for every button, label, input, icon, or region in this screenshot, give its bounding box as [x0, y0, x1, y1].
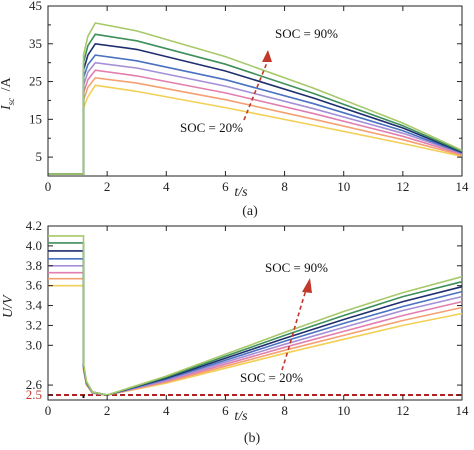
chart-b-xtick-label: 0 — [45, 403, 52, 418]
chart-b-xtick-label: 8 — [281, 403, 288, 418]
chart-a-xtick-label: 10 — [337, 179, 350, 194]
chart-b-annotation-soc20: SOC = 20% — [240, 370, 303, 385]
chart-b-xtick-label: 2 — [104, 403, 111, 418]
chart-a-xtick-label: 4 — [163, 179, 170, 194]
chart-a-ytick-label: 45 — [29, 0, 42, 13]
chart-b-series-group — [48, 235, 463, 400]
chart-b-ytick-label: 3.2 — [26, 317, 42, 332]
chart-b-xtick-label: 6 — [222, 403, 229, 418]
chart-a-series-group — [48, 22, 463, 175]
chart-a-xtick-label: 0 — [45, 179, 52, 194]
chart-b-arrowhead — [302, 278, 312, 293]
chart-b-panel-label: (b) — [244, 431, 261, 446]
chart-a-xtick-label: 2 — [104, 179, 111, 194]
chart-b-xlabel: t/s — [234, 409, 248, 424]
chart-a: 0 2 4 6 8 10 12 14 5 15 25 35 45 Iscmax /A t/s (a) S… — [0, 0, 469, 219]
chart-b-ytick-label: 3.8 — [26, 258, 42, 273]
chart-a-annotation-soc90: SOC = 90% — [275, 26, 338, 41]
chart-a-arrowhead — [262, 50, 272, 62]
chart-a-ytick-label: 35 — [29, 36, 42, 51]
chart-a-panel-label: (a) — [242, 204, 258, 219]
chart-a-ylabel: Iscmax /A — [0, 76, 16, 111]
chart-b-soc-arrow — [281, 289, 307, 371]
chart-b-ytick-label: 3.0 — [26, 337, 42, 352]
chart-b-xtick-label: 12 — [396, 403, 409, 418]
chart-b-frame — [47, 225, 463, 401]
chart-a-soc-arrow — [243, 59, 269, 121]
chart-b: 0 2 4 6 8 10 12 14 2.52.6 3.0 3.2 3.4 3.6 3.8 4.0 4.2 U… — [1, 218, 469, 446]
chart-b-series-soc90 — [48, 235, 463, 396]
chart-b-ylabel: U/V — [1, 294, 16, 318]
chart-a-frame — [47, 5, 463, 177]
chart-a-series-soc80 — [48, 33, 463, 175]
chart-a-xtick-label: 8 — [281, 179, 288, 194]
chart-a-series-soc70 — [48, 42, 463, 175]
chart-a-annotation-soc20: SOC = 20% — [180, 120, 243, 135]
chart-a-ytick-label: 25 — [29, 74, 42, 89]
chart-b-ytick-label: 4.0 — [26, 238, 42, 253]
chart-a-ytick-label: 5 — [36, 149, 43, 164]
chart-b-ticks: 0 2 4 6 8 10 12 14 2.52.6 3.0 3.2 3.4 3.6 3.8 4.0 4.2 — [26, 218, 469, 418]
chart-a-series-soc90 — [48, 22, 463, 175]
chart-a-xtick-label: 14 — [456, 179, 470, 194]
chart-b-xtick-label: 4 — [163, 403, 170, 418]
chart-a-xlabel: t/s — [234, 185, 248, 200]
chart-b-ytick-label: 2.5 — [26, 387, 42, 402]
chart-b-annotation-soc90: SOC = 90% — [265, 260, 328, 275]
chart-b-xtick-label: 10 — [337, 403, 350, 418]
chart-a-xtick-label: 6 — [222, 179, 229, 194]
chart-a-ytick-label: 15 — [29, 111, 42, 126]
chart-a-xtick-label: 12 — [396, 179, 409, 194]
chart-b-ytick-label: 2.6 — [26, 377, 43, 392]
chart-b-ytick-label: 3.4 — [26, 298, 43, 313]
chart-b-ytick-label: 3.6 — [26, 278, 43, 293]
chart-a-ticks: 0 2 4 6 8 10 12 14 5 15 25 35 45 — [29, 0, 469, 194]
chart-b-ytick-label: 4.2 — [26, 218, 42, 233]
chart-b-xtick-label: 14 — [456, 403, 470, 418]
